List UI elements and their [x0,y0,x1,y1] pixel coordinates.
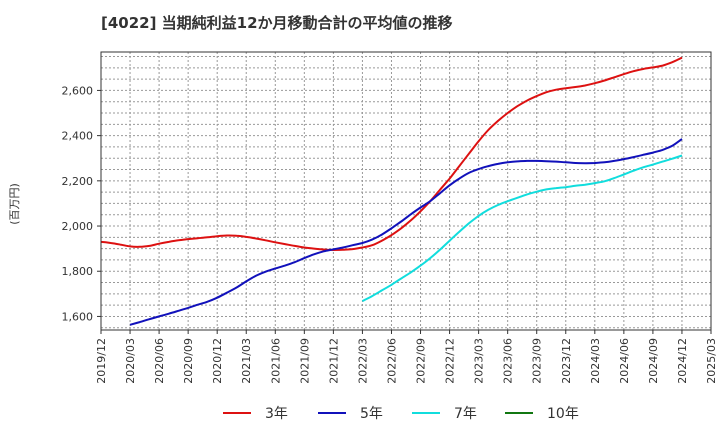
x-axis-ticks: 2019/12 2020/03 2020/06 2020/09 2020/12 2021/… [95,330,718,384]
series-line-3年 [100,56,683,251]
x-tick-label: 2020/03 [124,338,137,384]
x-tick-label: 2022/12 [444,338,457,384]
plot-background [101,52,711,330]
y-tick-label: 2,000 [62,220,94,233]
x-tick-label: 2022/03 [356,338,369,384]
y-tick-label: 2,200 [62,175,94,188]
x-tick-label: 2024/09 [647,338,660,384]
x-tick-label: 2020/09 [182,338,195,384]
legend-item-3年: 3年 [223,406,288,422]
series-lines [100,56,683,326]
x-tick-label: 2023/09 [531,338,544,384]
legend: 3年 5年 7年 10年 [223,406,579,422]
x-tick-label: 2021/09 [298,338,311,384]
plot-frame [100,51,712,331]
legend-item-7年: 7年 [412,406,477,422]
y-axis-ticks: 1,600 1,800 2,000 2,200 2,400 2,600 [62,84,101,323]
grid-lines [100,52,712,330]
x-tick-label: 2024/06 [618,338,631,384]
legend-label: 3年 [265,406,288,422]
legend-label: 10年 [547,406,579,422]
series-line-5年 [129,138,683,326]
y-tick-label: 2,600 [62,84,94,97]
x-tick-label: 2024/12 [676,338,689,384]
x-tick-label: 2024/03 [589,338,602,384]
x-tick-label: 2023/06 [502,338,515,384]
legend-item-5年: 5年 [318,406,383,422]
x-tick-label: 2021/12 [327,338,340,384]
x-tick-label: 2020/12 [211,338,224,384]
x-tick-label: 2019/12 [95,338,108,384]
y-axis-title: (百万円) [8,183,21,225]
legend-label: 7年 [454,406,477,422]
x-tick-label: 2020/06 [153,338,166,384]
y-tick-label: 1,600 [62,310,94,323]
x-tick-label: 2021/03 [240,338,253,384]
series-line-7年 [361,154,683,302]
x-tick-label: 2022/06 [385,338,398,384]
x-tick-label: 2022/09 [415,338,428,384]
y-tick-label: 1,800 [62,265,94,278]
legend-label: 5年 [360,406,383,422]
x-tick-label: 2021/06 [269,338,282,384]
x-tick-label: 2023/03 [473,338,486,384]
x-tick-label: 2023/12 [560,338,573,384]
chart-title: [4022] 当期純利益12か月移動合計の平均値の推移 [101,14,453,32]
y-tick-label: 2,400 [62,130,94,143]
x-tick-label: 2025/03 [705,338,718,384]
legend-item-10年: 10年 [505,406,579,422]
